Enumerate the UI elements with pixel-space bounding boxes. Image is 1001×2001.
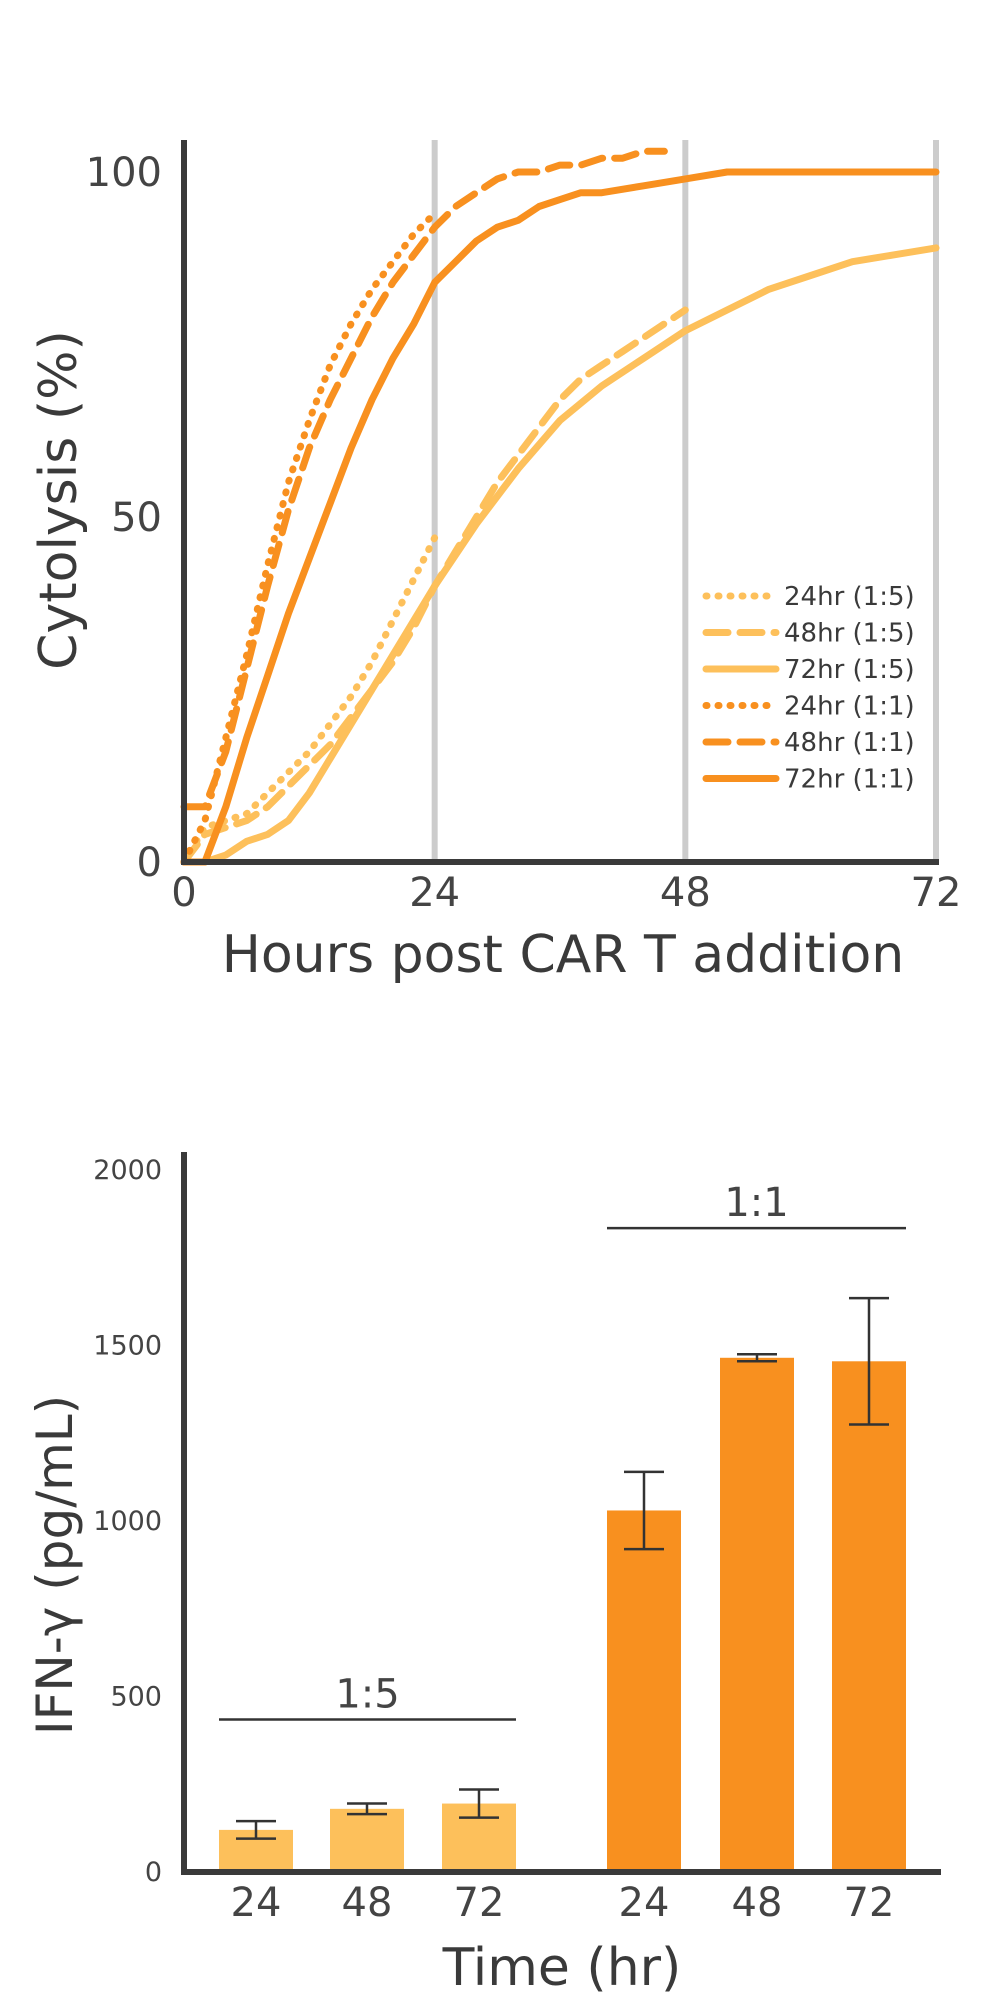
group-label: 1:1: [724, 1180, 788, 1226]
x-tick-label: 48: [342, 1880, 393, 1926]
y-tick-label: 500: [110, 1682, 162, 1713]
legend-label: 24hr (1:5): [784, 582, 915, 612]
y-tick-label: 1000: [93, 1506, 162, 1537]
x-axis-title: Hours post CAR T addition: [222, 925, 904, 985]
y-tick-label: 1500: [93, 1331, 162, 1362]
x-tick-label: 24: [231, 1880, 282, 1926]
y-tick-label: 100: [86, 150, 162, 196]
y-tick-labels: 0 50 100: [86, 150, 162, 886]
x-tick-labels: 0 24 48 72: [171, 870, 961, 916]
vertical-gridlines: [431, 140, 939, 862]
bars: [219, 1357, 906, 1872]
group-brackets: 1:5 1:1: [219, 1180, 906, 1721]
bar: [330, 1808, 404, 1872]
bar: [720, 1357, 794, 1872]
y-axis-title: IFN-γ (pg/mL): [26, 1395, 84, 1735]
bar: [607, 1510, 681, 1872]
group-label: 1:5: [335, 1672, 399, 1718]
y-axis-title: Cytolysis (%): [29, 330, 89, 670]
legend-label: 24hr (1:1): [784, 692, 915, 722]
error-bars: [236, 1296, 889, 1840]
y-tick-label: 2000: [93, 1155, 162, 1186]
cytolysis-line-chart: 0 24 48 72 0 50 100 Hours post CAR T addition…: [29, 140, 961, 985]
x-tick-label: 72: [911, 870, 962, 916]
series-line-4: [180, 147, 668, 811]
legend-label: 72hr (1:1): [784, 765, 915, 795]
y-tick-label: 0: [137, 840, 162, 886]
legend-label: 48hr (1:1): [784, 728, 915, 758]
x-tick-label: 48: [660, 870, 711, 916]
x-axis-title: Time (hr): [442, 1938, 682, 1998]
legend-label: 72hr (1:5): [784, 655, 915, 685]
series-lines: [180, 147, 940, 866]
ifn-gamma-bar-chart: 24 48 72 24 48 72 0 500 1000 1500 2000 1:5 1:1 Tim…: [26, 1152, 941, 1998]
legend: 24hr (1:5) 48hr (1:5) 72hr (1:5) 24hr (1:1)…: [702, 582, 915, 795]
series-line-2: [180, 244, 940, 866]
y-tick-label: 50: [111, 495, 162, 541]
x-tick-labels: 24 48 72 24 48 72: [231, 1880, 895, 1926]
series-line-5: [180, 168, 940, 866]
x-tick-label: 72: [454, 1880, 505, 1926]
x-tick-label: 48: [732, 1880, 783, 1926]
x-tick-label: 24: [409, 870, 460, 916]
x-tick-label: 24: [619, 1880, 670, 1926]
legend-label: 48hr (1:5): [784, 619, 915, 649]
y-tick-labels: 0 500 1000 1500 2000: [93, 1155, 162, 1888]
x-tick-label: 72: [844, 1880, 895, 1926]
bar: [832, 1361, 906, 1872]
x-tick-label: 0: [171, 870, 196, 916]
series-line-0: [180, 534, 439, 866]
y-tick-label: 0: [145, 1857, 162, 1888]
